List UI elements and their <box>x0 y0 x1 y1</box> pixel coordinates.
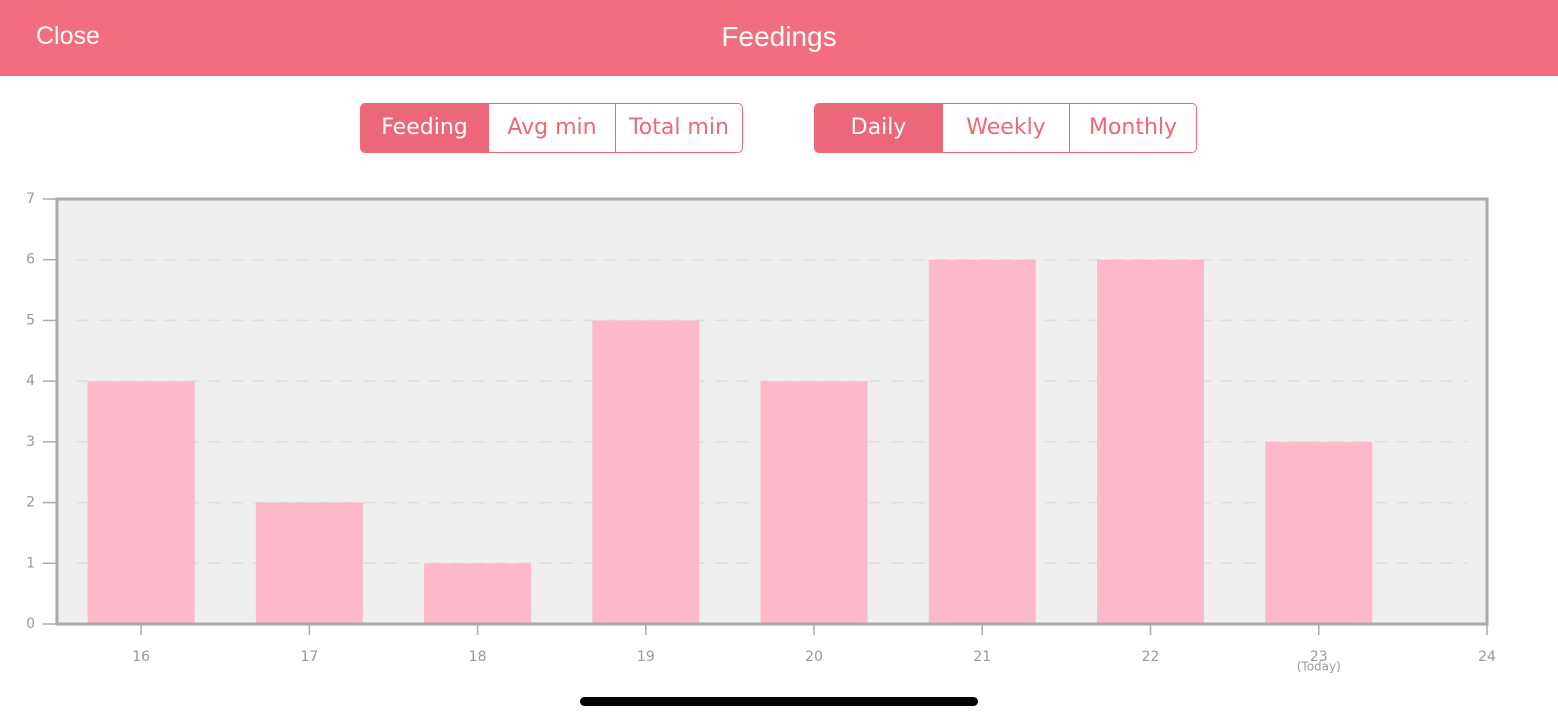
bar <box>928 259 1036 624</box>
y-tick-label: 7 <box>26 191 35 207</box>
y-tick-label: 6 <box>26 252 35 268</box>
y-tick-label: 2 <box>26 495 35 511</box>
bar <box>1097 259 1205 624</box>
segment-button[interactable]: Monthly <box>1069 104 1196 152</box>
x-tick-label: 16 <box>132 649 150 665</box>
x-tick-label: 24 <box>1478 649 1496 665</box>
bar <box>87 381 195 624</box>
x-annotation: (Today) <box>1297 660 1341 674</box>
x-tick-label: 22 <box>1142 649 1160 665</box>
x-tick-label: 19 <box>637 649 655 665</box>
y-tick-label: 5 <box>26 312 35 328</box>
nav-title: Feedings <box>721 21 837 52</box>
close-button[interactable]: Close <box>36 22 100 50</box>
x-tick-label: 18 <box>469 649 487 665</box>
x-tick-label: 20 <box>805 649 823 665</box>
home-indicator <box>580 697 978 706</box>
segment-button[interactable]: Feeding <box>361 104 488 152</box>
x-tick-label: 23 <box>1310 649 1328 665</box>
y-tick-label: 4 <box>26 373 35 389</box>
bar <box>760 381 868 624</box>
period-segmented-control: Daily Weekly Monthly <box>814 103 1197 153</box>
bar <box>1265 441 1373 624</box>
plot-border <box>55 197 1489 626</box>
bar <box>255 502 363 624</box>
y-tick-label: 3 <box>26 434 35 450</box>
y-tick-label: 1 <box>26 555 35 571</box>
bar <box>592 320 700 624</box>
segment-button[interactable]: Weekly <box>942 104 1069 152</box>
segment-button[interactable]: Avg min <box>488 104 615 152</box>
bar <box>424 563 532 624</box>
x-tick-label: 17 <box>300 649 318 665</box>
nav-bar: Close Feedings <box>0 0 1558 76</box>
segment-button[interactable]: Total min <box>615 104 742 152</box>
x-tick-label: 21 <box>973 649 991 665</box>
y-tick-label: 0 <box>26 616 35 632</box>
metric-segmented-control: Feeding Avg min Total min <box>360 103 743 153</box>
segment-button[interactable]: Daily <box>815 104 942 152</box>
